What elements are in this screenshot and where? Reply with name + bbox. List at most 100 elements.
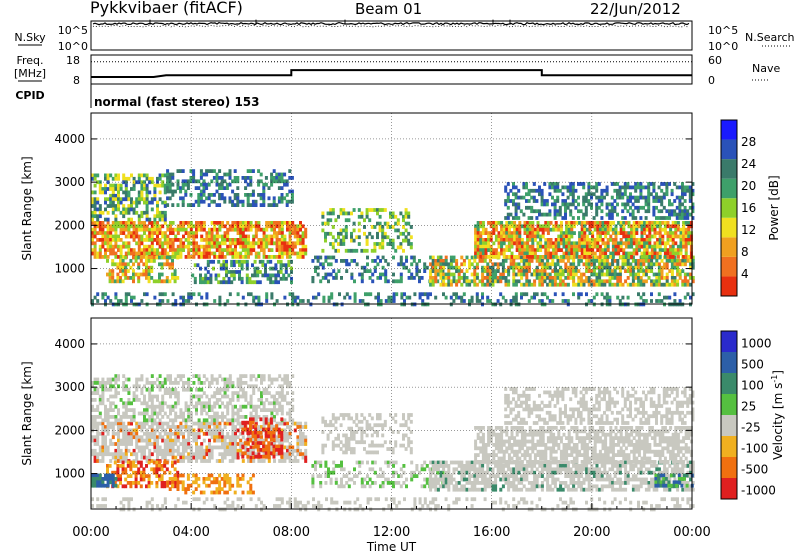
velocity-cell: [174, 381, 178, 385]
power-cell: [585, 265, 589, 270]
power-cell: [666, 234, 670, 239]
velocity-cell: [288, 431, 292, 436]
power-cell: [111, 187, 115, 191]
velocity-cell: [197, 418, 201, 423]
power-cell: [384, 269, 388, 273]
power-cell: [565, 248, 569, 252]
power-cell: [219, 280, 223, 285]
power-cell: [274, 280, 278, 285]
power-cell: [373, 245, 377, 250]
power-cell: [326, 221, 330, 226]
power-cell: [462, 299, 466, 303]
velocity-cell: [239, 452, 243, 457]
velocity-cell: [301, 452, 305, 457]
velocity-cell: [208, 459, 211, 463]
power-cell: [342, 235, 346, 240]
power-cell: [394, 248, 398, 253]
velocity-cell: [109, 438, 113, 443]
velocity-cell: [280, 459, 284, 463]
power-cell: [360, 248, 364, 253]
power-cell: [515, 238, 519, 242]
velocity-cell: [140, 448, 144, 453]
power-cell: [640, 255, 644, 259]
power-cell: [106, 224, 110, 229]
power-cell: [637, 224, 641, 229]
power-cell: [637, 272, 641, 277]
power-cell: [675, 185, 679, 190]
power-cell: [319, 279, 323, 284]
power-cell: [127, 190, 131, 195]
power-cell: [231, 199, 235, 204]
power-cell: [130, 207, 133, 212]
velocity-cell: [158, 384, 162, 389]
power-cell: [548, 272, 552, 277]
power-cell: [629, 265, 633, 270]
velocity-cell: [202, 391, 206, 395]
power-cell: [152, 279, 156, 284]
power-cell: [202, 227, 206, 232]
velocity-cell: [135, 459, 139, 463]
power-cell: [610, 182, 614, 186]
velocity-cell: [286, 435, 289, 440]
velocity-cell: [145, 401, 149, 406]
power-cell: [528, 224, 532, 229]
power-cell: [204, 276, 208, 281]
power-cell: [104, 255, 107, 259]
power-cell: [686, 259, 690, 263]
velocity-cell: [158, 421, 162, 426]
power-cell: [153, 295, 157, 300]
power-cell: [106, 244, 110, 249]
power-cell: [389, 211, 392, 216]
power-ytick-label-2: 3000: [54, 175, 85, 189]
power-cell: [101, 234, 105, 239]
power-cell: [449, 265, 453, 270]
power-cell: [168, 262, 172, 267]
power-cell: [621, 262, 625, 267]
velocity-cell: [145, 381, 149, 385]
power-cell: [439, 269, 443, 273]
power-cell: [580, 227, 584, 232]
power-cell: [392, 272, 395, 277]
power-cell: [184, 227, 188, 232]
power-cell: [205, 231, 209, 235]
power-cell: [507, 244, 511, 249]
power-cell: [272, 203, 276, 207]
power-cell: [431, 282, 435, 287]
power-cell: [520, 276, 524, 280]
power-cell: [331, 245, 335, 250]
power-cell: [481, 255, 485, 259]
power-cell: [132, 251, 136, 256]
power-cell: [124, 187, 128, 191]
power-cell: [321, 228, 325, 233]
velocity-cell: [288, 452, 292, 457]
power-cell: [399, 245, 403, 250]
velocity-cell: [262, 452, 266, 457]
power-cell: [595, 276, 599, 280]
power-cell: [665, 182, 669, 186]
power-cell: [272, 199, 276, 204]
power-cell: [645, 251, 649, 256]
velocity-cell: [205, 459, 209, 463]
power-cell: [352, 248, 356, 253]
power-cell: [621, 295, 625, 300]
velocity-cell: [130, 428, 133, 433]
power-cell: [434, 262, 438, 267]
velocity-cell: [148, 398, 152, 402]
velocity-cell: [135, 387, 139, 392]
power-cell: [119, 238, 123, 242]
power-cell: [222, 280, 226, 285]
power-cell: [111, 248, 115, 252]
power-cell: [554, 244, 558, 249]
power-cell: [587, 282, 591, 287]
power-cell: [609, 234, 613, 239]
power-cell: [93, 295, 97, 300]
power-cell: [111, 197, 115, 202]
power-cell: [553, 292, 557, 297]
power-cell: [591, 234, 595, 239]
velocity-cell: [148, 381, 152, 385]
power-cell: [202, 172, 206, 177]
power-cell: [554, 241, 558, 246]
velocity-cell: [244, 438, 248, 443]
power-cell: [350, 231, 353, 236]
power-cell: [525, 259, 529, 263]
